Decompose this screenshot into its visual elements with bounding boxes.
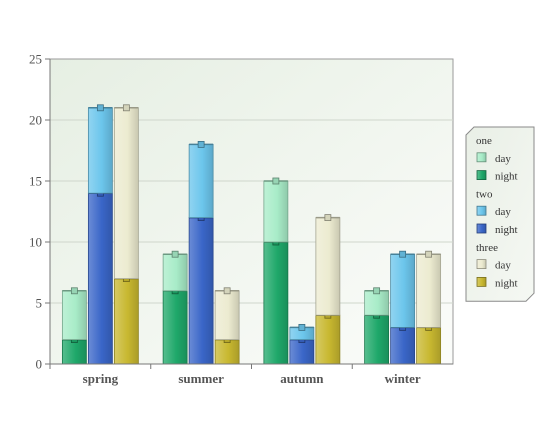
y-tick-label: 20 <box>29 113 42 128</box>
bar-three-night-autumn[interactable] <box>315 314 341 365</box>
legend-item-label[interactable]: day <box>495 206 511 218</box>
x-category-label: winter <box>385 371 421 386</box>
bar-point-marker[interactable] <box>223 287 231 295</box>
legend-item-label[interactable]: night <box>495 224 518 236</box>
bar-point-marker[interactable] <box>399 250 407 258</box>
bar-three-night-spring[interactable] <box>113 278 139 365</box>
y-tick-label: 0 <box>36 357 43 372</box>
legend-group-label: one <box>476 135 492 147</box>
legend-item-label[interactable]: day <box>495 260 511 272</box>
bar-point-marker[interactable] <box>70 287 78 295</box>
bar-one-day-spring[interactable] <box>61 290 87 340</box>
bar-point-marker[interactable] <box>272 177 280 185</box>
bar-two-day-summer[interactable] <box>188 143 214 218</box>
y-tick-label: 5 <box>36 296 43 311</box>
bar-two-night-spring[interactable] <box>87 192 113 365</box>
bar-point-marker[interactable] <box>171 250 179 258</box>
bar-point-marker[interactable] <box>425 250 433 258</box>
bar-one-night-spring[interactable] <box>61 339 87 365</box>
y-tick-label: 10 <box>29 235 42 250</box>
legend-swatch[interactable] <box>476 170 487 181</box>
legend-group-label: three <box>476 242 498 254</box>
bar-two-day-winter[interactable] <box>390 253 416 328</box>
bar-one-day-winter[interactable] <box>364 290 390 316</box>
bar-three-night-winter[interactable] <box>416 326 442 365</box>
x-category-label: spring <box>83 371 119 386</box>
bar-two-night-autumn[interactable] <box>289 339 315 365</box>
bar-three-day-autumn[interactable] <box>315 217 341 316</box>
y-tick-label: 25 <box>29 52 42 67</box>
bar-two-night-winter[interactable] <box>390 326 416 365</box>
x-category-label: summer <box>178 371 224 386</box>
legend-item-label[interactable]: night <box>495 277 518 289</box>
bar-three-day-summer[interactable] <box>214 290 240 340</box>
bar-one-night-autumn[interactable] <box>263 241 289 365</box>
x-category-label: autumn <box>280 371 324 386</box>
legend-swatch[interactable] <box>476 152 487 163</box>
bars <box>61 104 442 365</box>
y-tick-label: 15 <box>29 174 42 189</box>
bar-one-night-summer[interactable] <box>162 290 188 365</box>
bar-point-marker[interactable] <box>122 104 130 112</box>
bar-one-night-winter[interactable] <box>364 314 390 365</box>
bar-point-marker[interactable] <box>324 214 332 222</box>
legend-swatch[interactable] <box>476 223 487 234</box>
bar-three-night-summer[interactable] <box>214 339 240 365</box>
legend-swatch[interactable] <box>476 205 487 216</box>
bar-one-day-summer[interactable] <box>162 253 188 292</box>
legend-item-label[interactable]: day <box>495 153 511 165</box>
bar-point-marker[interactable] <box>298 323 306 331</box>
legend-swatch[interactable] <box>476 259 487 270</box>
bar-two-night-summer[interactable] <box>188 217 214 365</box>
bar-two-day-spring[interactable] <box>87 107 113 194</box>
bar-three-day-spring[interactable] <box>113 107 139 280</box>
axes: 0 5 10 15 20 25 spring summer autumn winter <box>29 52 453 386</box>
bar-point-marker[interactable] <box>197 140 205 148</box>
legend-swatch[interactable] <box>476 276 487 287</box>
legend-group-label: two <box>476 188 493 200</box>
bar-point-marker[interactable] <box>373 287 381 295</box>
bar-point-marker[interactable] <box>96 104 104 112</box>
bar-three-day-winter[interactable] <box>416 253 442 328</box>
legend-item-label[interactable]: night <box>495 171 518 183</box>
bar-one-day-autumn[interactable] <box>263 180 289 243</box>
